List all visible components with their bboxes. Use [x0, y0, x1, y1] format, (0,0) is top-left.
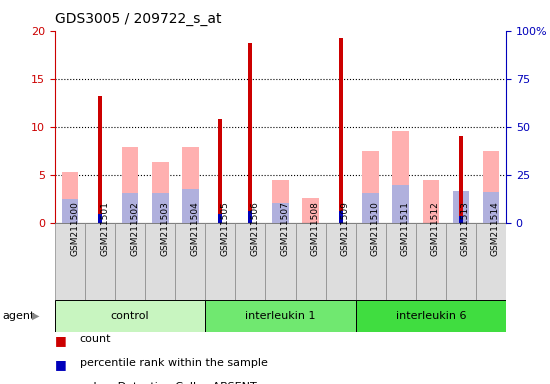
Bar: [62, 172, 78, 223]
Bar: [339, 211, 343, 223]
Bar: [152, 193, 168, 223]
Bar: [393, 131, 409, 223]
Text: GSM211508: GSM211508: [311, 202, 320, 256]
Text: GSM211511: GSM211511: [401, 202, 410, 256]
Bar: [266, 223, 295, 300]
Text: count: count: [80, 334, 111, 344]
Bar: [326, 223, 356, 300]
Text: ■: ■: [55, 382, 67, 384]
Bar: [362, 193, 379, 223]
Text: interleukin 6: interleukin 6: [395, 311, 466, 321]
Bar: [386, 223, 416, 300]
Bar: [302, 198, 319, 223]
Text: ■: ■: [55, 334, 67, 347]
Bar: [483, 151, 499, 223]
Bar: [115, 223, 145, 300]
Bar: [85, 223, 115, 300]
Bar: [422, 180, 439, 223]
Bar: [416, 223, 446, 300]
Bar: [122, 193, 139, 223]
Bar: [122, 147, 139, 223]
Bar: [235, 223, 266, 300]
Text: GSM211500: GSM211500: [70, 202, 79, 256]
Text: GSM211504: GSM211504: [190, 202, 199, 256]
Bar: [205, 223, 235, 300]
Text: percentile rank within the sample: percentile rank within the sample: [80, 358, 268, 368]
Bar: [339, 38, 343, 223]
Text: GSM211509: GSM211509: [340, 202, 350, 256]
Bar: [145, 223, 175, 300]
Bar: [249, 43, 252, 223]
Text: interleukin 1: interleukin 1: [245, 311, 316, 321]
Bar: [98, 214, 102, 223]
Bar: [152, 162, 168, 223]
Bar: [453, 191, 469, 223]
Text: value, Detection Call = ABSENT: value, Detection Call = ABSENT: [80, 382, 256, 384]
Text: GDS3005 / 209722_s_at: GDS3005 / 209722_s_at: [55, 12, 222, 25]
Bar: [175, 223, 205, 300]
Bar: [393, 185, 409, 223]
Text: GSM211512: GSM211512: [431, 202, 440, 256]
Bar: [476, 223, 506, 300]
Bar: [249, 211, 252, 223]
Text: agent: agent: [3, 311, 35, 321]
Text: GSM211502: GSM211502: [130, 202, 139, 256]
Text: ■: ■: [55, 358, 67, 371]
Bar: [98, 96, 102, 223]
Bar: [205, 300, 356, 332]
Bar: [362, 151, 379, 223]
Text: GSM211501: GSM211501: [100, 202, 109, 256]
Bar: [55, 300, 205, 332]
Bar: [218, 214, 222, 223]
Text: GSM211510: GSM211510: [371, 202, 380, 256]
Text: GSM211514: GSM211514: [491, 202, 500, 256]
Bar: [182, 147, 199, 223]
Bar: [446, 223, 476, 300]
Text: GSM211505: GSM211505: [221, 202, 229, 256]
Bar: [483, 192, 499, 223]
Bar: [356, 223, 386, 300]
Bar: [459, 136, 463, 223]
Bar: [272, 180, 289, 223]
Text: GSM211507: GSM211507: [280, 202, 289, 256]
Text: ▶: ▶: [32, 311, 40, 321]
Bar: [272, 203, 289, 223]
Text: GSM211513: GSM211513: [461, 202, 470, 256]
Bar: [182, 189, 199, 223]
Text: GSM211506: GSM211506: [250, 202, 260, 256]
Bar: [55, 223, 85, 300]
Text: control: control: [111, 311, 150, 321]
Bar: [218, 119, 222, 223]
Bar: [356, 300, 506, 332]
Bar: [62, 199, 78, 223]
Bar: [459, 216, 463, 223]
Text: GSM211503: GSM211503: [160, 202, 169, 256]
Bar: [295, 223, 326, 300]
